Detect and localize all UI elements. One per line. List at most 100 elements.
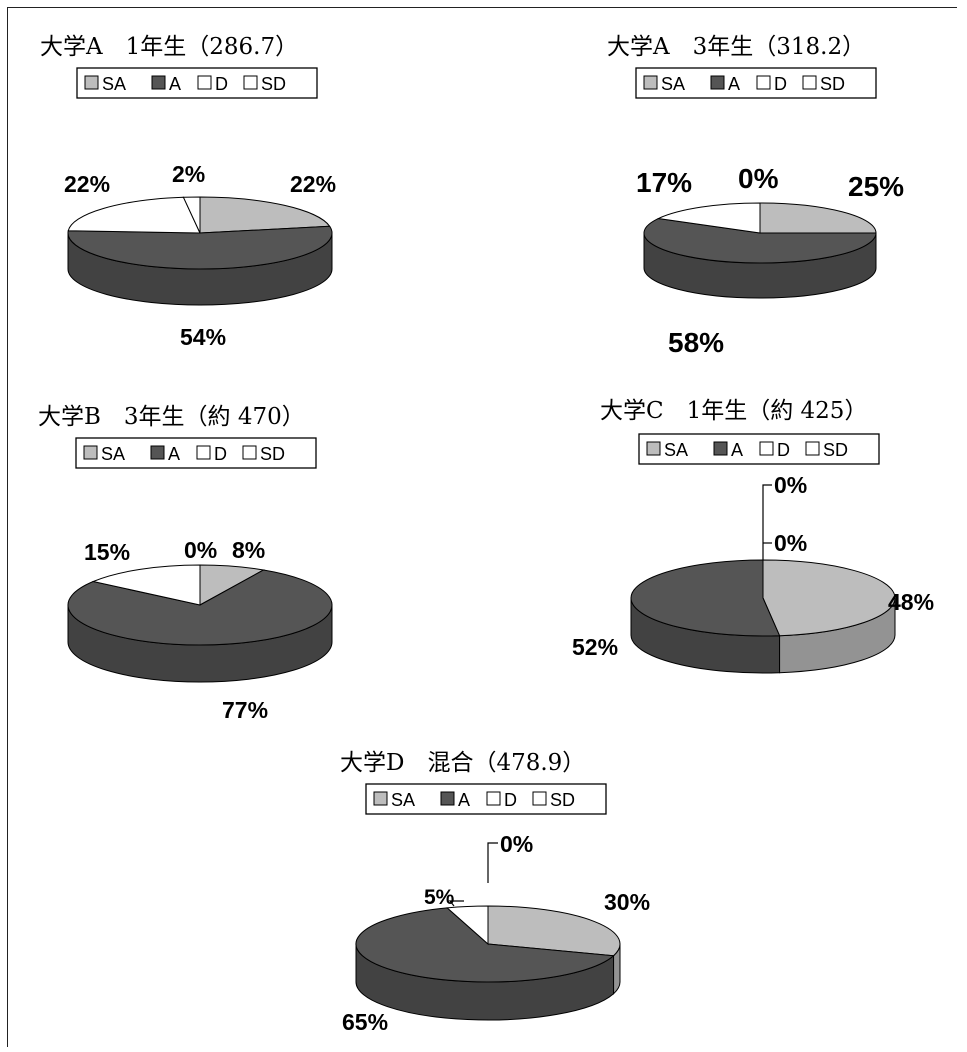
data-label-d: 0% bbox=[774, 530, 807, 556]
data-label-d: 22% bbox=[64, 171, 110, 197]
legend-swatch-d bbox=[196, 445, 211, 460]
legend-swatch-sd bbox=[242, 445, 257, 460]
chart-university-d-mixed: 大学D 混合（478.9） SA A D SD 30% 65% 5% 0% bbox=[340, 750, 650, 1035]
pie-slice-a bbox=[643, 218, 877, 264]
leader-line-d bbox=[448, 900, 464, 907]
data-label-sa: 25% bbox=[848, 171, 904, 202]
legend-label-a: A bbox=[731, 440, 743, 460]
legend-label-sd: SD bbox=[261, 74, 286, 94]
leader-line-sd bbox=[762, 484, 772, 560]
data-label-d: 5% bbox=[424, 886, 455, 909]
legend-label-a: A bbox=[458, 790, 470, 810]
pie bbox=[355, 905, 621, 1021]
legend-label-d: D bbox=[215, 74, 228, 94]
data-label-d: 15% bbox=[84, 539, 130, 565]
pie-slice-a bbox=[355, 907, 615, 983]
legend-swatch-sa bbox=[83, 445, 98, 460]
pie-slice-sa bbox=[759, 202, 877, 234]
legend-label-d: D bbox=[214, 444, 227, 464]
data-label-d: 17% bbox=[636, 167, 692, 198]
pie-slice-a bbox=[630, 559, 781, 637]
legend-swatch-sa bbox=[373, 791, 388, 806]
legend-label-sd: SD bbox=[260, 444, 285, 464]
legend: SA A D SD bbox=[365, 783, 607, 815]
legend-label-sd: SD bbox=[823, 440, 848, 460]
legend-label-sa: SA bbox=[661, 74, 685, 94]
pie bbox=[643, 202, 877, 299]
legend-box bbox=[365, 783, 607, 815]
legend: SA A D SD bbox=[75, 437, 317, 469]
leader-lines bbox=[448, 842, 498, 907]
data-labels: 30% 65% 5% 0% bbox=[342, 831, 650, 1035]
legend-swatch-a bbox=[713, 441, 728, 456]
leader-line-sd bbox=[487, 842, 498, 883]
pie-slice-d bbox=[656, 202, 761, 234]
legend-swatch-a bbox=[150, 445, 165, 460]
data-label-a: 54% bbox=[180, 324, 226, 350]
pie-slice-sa bbox=[487, 905, 621, 957]
data-label-a: 77% bbox=[222, 697, 268, 723]
pie bbox=[67, 564, 333, 683]
legend-swatch-sa bbox=[643, 75, 658, 90]
data-label-sa: 22% bbox=[290, 171, 336, 197]
legend-box bbox=[76, 67, 318, 99]
legend: SA A D SD bbox=[638, 433, 880, 465]
legend-label-d: D bbox=[504, 790, 517, 810]
legend-label-sa: SA bbox=[391, 790, 415, 810]
chart-title: 大学B 3年生（約 470） bbox=[38, 404, 305, 430]
legend-swatch-a bbox=[440, 791, 455, 806]
pie-slice-a bbox=[67, 569, 333, 646]
leader-lines bbox=[762, 484, 772, 560]
legend: SA A D SD bbox=[635, 67, 877, 99]
legend-box bbox=[635, 67, 877, 99]
legend: SA A D SD bbox=[76, 67, 318, 99]
legend-label-d: D bbox=[777, 440, 790, 460]
legend-label-sa: SA bbox=[101, 444, 125, 464]
data-label-sd: 0% bbox=[738, 163, 779, 194]
data-labels: 22% 54% 22% 2% bbox=[64, 161, 336, 350]
legend-swatch-sa bbox=[646, 441, 661, 456]
figure-frame bbox=[7, 7, 957, 1047]
data-labels: 48% 52% 0% 0% bbox=[572, 472, 934, 660]
chart-title: 大学D 混合（478.9） bbox=[340, 750, 585, 776]
chart-university-b-year3: 大学B 3年生（約 470） SA A D SD 8% 77% 15% 0% bbox=[38, 404, 333, 723]
legend-box bbox=[75, 437, 317, 469]
pie-slice-d bbox=[67, 196, 201, 234]
legend-label-a: A bbox=[728, 74, 740, 94]
legend-swatch-a bbox=[151, 75, 166, 90]
legend-swatch-d bbox=[759, 441, 774, 456]
legend-swatch-sd bbox=[805, 441, 820, 456]
data-label-sa: 8% bbox=[232, 537, 265, 563]
chart-university-a-year3: 大学A 3年生（318.2） SA A D SD 25% 58% 17% 0% bbox=[607, 34, 904, 358]
data-labels: 8% 77% 15% 0% bbox=[84, 537, 268, 723]
legend-label-sd: SD bbox=[820, 74, 845, 94]
data-label-sd: 2% bbox=[172, 161, 205, 187]
data-labels: 25% 58% 17% 0% bbox=[636, 163, 904, 358]
legend-label-a: A bbox=[169, 74, 181, 94]
pie bbox=[630, 559, 896, 674]
legend-swatch-d bbox=[486, 791, 501, 806]
legend-label-a: A bbox=[168, 444, 180, 464]
data-label-a: 58% bbox=[668, 327, 724, 358]
data-label-sd: 0% bbox=[184, 537, 217, 563]
pie-slice-d bbox=[446, 905, 489, 946]
legend-swatch-sd bbox=[243, 75, 258, 90]
legend-swatch-sd bbox=[802, 75, 817, 90]
data-label-sa: 48% bbox=[888, 589, 934, 615]
data-label-a: 65% bbox=[342, 1009, 388, 1035]
pie-slice-a bbox=[67, 225, 333, 270]
legend-swatch-sa bbox=[84, 75, 99, 90]
legend-swatch-a bbox=[710, 75, 725, 90]
legend-label-sd: SD bbox=[550, 790, 575, 810]
legend-label-sa: SA bbox=[664, 440, 688, 460]
legend-swatch-d bbox=[756, 75, 771, 90]
pie-slice-sa bbox=[762, 559, 896, 637]
data-label-sa: 30% bbox=[604, 889, 650, 915]
pie-slice-d bbox=[91, 564, 201, 606]
pie-slice-sa bbox=[199, 196, 331, 234]
legend-label-d: D bbox=[774, 74, 787, 94]
pie-slice-sd bbox=[182, 196, 201, 234]
pie bbox=[67, 196, 333, 306]
data-label-a: 52% bbox=[572, 634, 618, 660]
